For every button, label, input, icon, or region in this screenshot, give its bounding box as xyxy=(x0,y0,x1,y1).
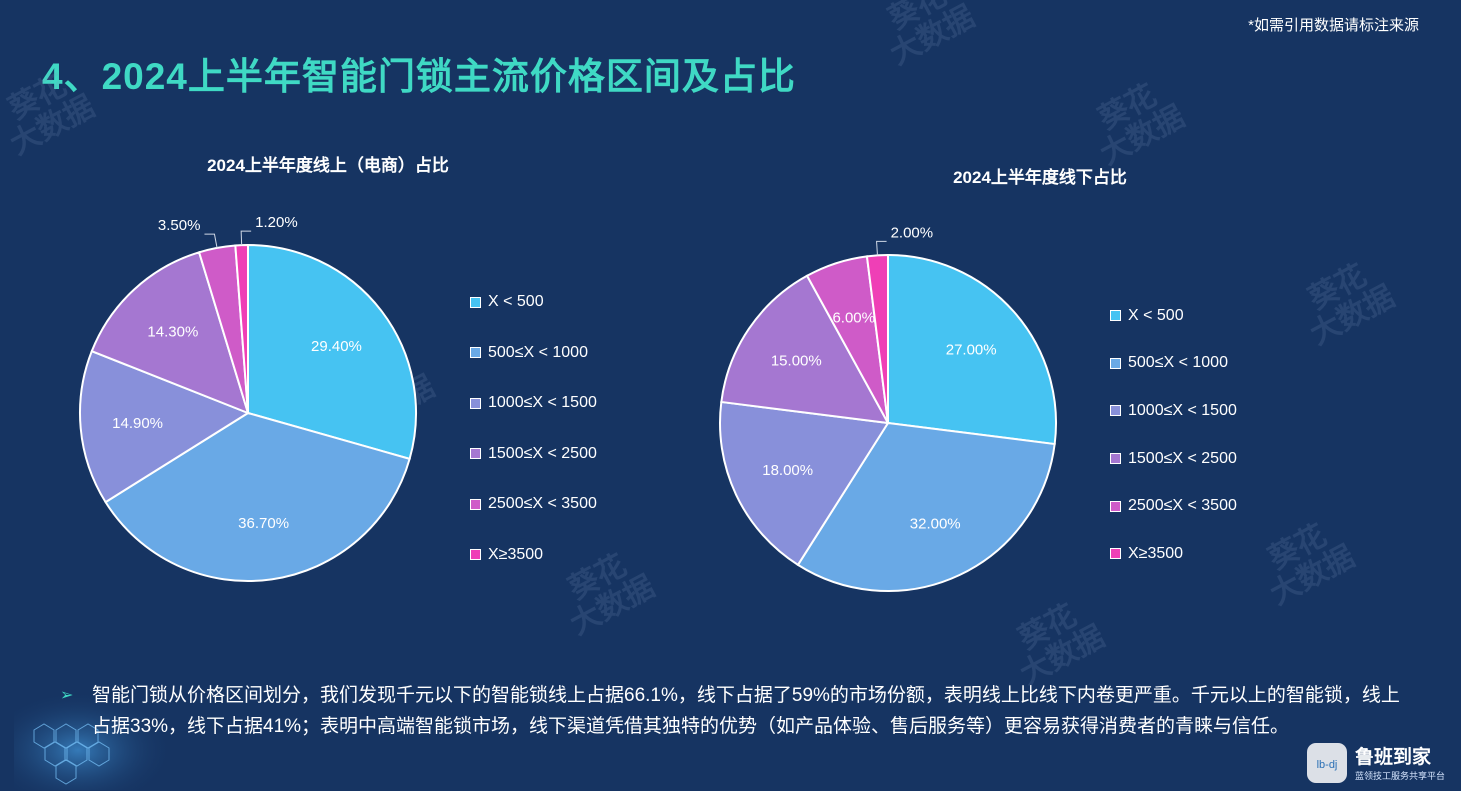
data-label: 3.50% xyxy=(158,217,201,234)
legend-swatch xyxy=(470,448,481,460)
legend-swatch xyxy=(1110,310,1121,322)
legend-item: 1500≤X < 2500 xyxy=(470,429,597,480)
legend-item: 500≤X < 1000 xyxy=(470,328,597,379)
legend-label: 1000≤X < 1500 xyxy=(1128,401,1237,419)
legend-swatch xyxy=(1110,500,1121,512)
legend-label: 500≤X < 1000 xyxy=(488,343,588,361)
legend-label: 1000≤X < 1500 xyxy=(488,394,597,412)
data-label: 6.00% xyxy=(832,310,875,327)
chart-title-online: 2024上半年度线上（电商）占比 xyxy=(207,156,449,175)
pie-chart-offline: 27.00% 32.00% 18.00% 15.00% 6.00% 2.00% xyxy=(719,224,1057,592)
brand-tagline: 蓝领技工服务共享平台 xyxy=(1355,770,1445,782)
legend-item: X≥3500 xyxy=(470,530,597,581)
data-label: 29.40% xyxy=(311,338,362,355)
page-title: 4、2024上半年智能门锁主流价格区间及占比 xyxy=(42,56,796,97)
legend-label: 1500≤X < 2500 xyxy=(488,444,597,462)
legend-item: X < 500 xyxy=(470,277,597,328)
data-label: 32.00% xyxy=(910,515,961,532)
brand-logo: lb-dj 鲁班到家 蓝领技工服务共享平台 xyxy=(1307,743,1445,783)
watermark: 葵花大数据 xyxy=(1303,258,1400,351)
legend-item: X≥3500 xyxy=(1110,530,1237,578)
legend-swatch xyxy=(1110,548,1121,560)
pie-slice xyxy=(90,251,250,415)
legend-item: 2500≤X < 3500 xyxy=(1110,482,1237,530)
legend-label: 1500≤X < 2500 xyxy=(1128,449,1237,467)
legend-label: 2500≤X < 3500 xyxy=(1128,497,1237,515)
legend-label: X < 500 xyxy=(1128,306,1184,324)
legend-item: 1000≤X < 1500 xyxy=(470,378,597,429)
legend-swatch xyxy=(1110,405,1121,417)
pie-slice xyxy=(720,274,890,425)
legend-swatch xyxy=(470,347,481,359)
summary-text: 智能门锁从价格区间划分，我们发现千元以下的智能锁线上占据66.1%，线下占据了5… xyxy=(92,685,1400,737)
pie-chart-online: 29.40% 36.70% 14.90% 14.30% 3.50% 1.20% xyxy=(79,214,417,582)
legend-swatch xyxy=(470,498,481,510)
data-label: 14.30% xyxy=(147,323,198,340)
legend-offline: X < 500 500≤X < 1000 1000≤X < 1500 1500≤X <… xyxy=(1110,292,1237,578)
legend-item: 2500≤X < 3500 xyxy=(470,479,597,530)
brand-logo-mark: lb-dj xyxy=(1317,759,1338,771)
data-label: 2.00% xyxy=(891,224,934,241)
legend-swatch xyxy=(470,397,481,409)
pie-slice xyxy=(79,349,251,504)
pie-slice xyxy=(247,243,417,461)
leader-line xyxy=(876,240,887,256)
leader-line xyxy=(240,230,252,246)
data-label: 36.70% xyxy=(238,515,289,532)
legend-label: X≥3500 xyxy=(1128,544,1184,562)
legend-item: X < 500 xyxy=(1110,292,1237,340)
data-label: 14.90% xyxy=(112,415,163,432)
legend-item: 1500≤X < 2500 xyxy=(1110,435,1237,483)
legend-item: 500≤X < 1000 xyxy=(1110,340,1237,388)
legend-online: X < 500 500≤X < 1000 1000≤X < 1500 1500≤X <… xyxy=(470,277,597,580)
legend-swatch xyxy=(470,296,481,308)
legend-swatch xyxy=(1110,453,1121,465)
legend-label: 2500≤X < 3500 xyxy=(488,495,597,513)
brand-name: 鲁班到家 xyxy=(1354,745,1432,768)
watermark: 葵花大数据 xyxy=(1263,518,1360,611)
legend-label: X≥3500 xyxy=(488,545,544,563)
legend-swatch xyxy=(1110,357,1121,369)
source-note: *如需引用数据请标注来源 xyxy=(1248,17,1419,34)
chart-title-offline: 2024上半年度线下占比 xyxy=(953,168,1127,187)
pie-slice xyxy=(719,400,890,567)
data-label: 15.00% xyxy=(771,353,822,370)
pie-slice xyxy=(865,253,889,424)
bullet-icon: ➢ xyxy=(60,687,74,704)
legend-item: 1000≤X < 1500 xyxy=(1110,387,1237,435)
legend-swatch xyxy=(470,549,481,561)
decorative-hex-graphic xyxy=(14,690,174,790)
leader-line xyxy=(204,233,218,248)
pie-slice xyxy=(887,253,1057,446)
data-label: 27.00% xyxy=(946,342,997,359)
data-label: 18.00% xyxy=(762,462,813,479)
legend-label: X < 500 xyxy=(488,293,544,311)
summary-paragraph: ➢ 智能门锁从价格区间划分，我们发现千元以下的智能锁线上占据66.1%，线下占据… xyxy=(60,680,1400,742)
legend-label: 500≤X < 1000 xyxy=(1128,354,1228,372)
data-label: 1.20% xyxy=(255,214,298,231)
